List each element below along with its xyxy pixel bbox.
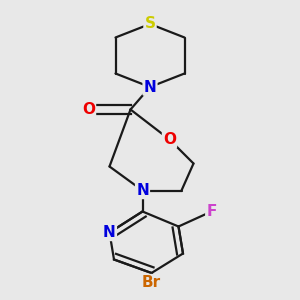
Text: S: S [145,16,155,32]
Text: Br: Br [142,275,161,290]
Text: F: F [206,204,217,219]
Text: N: N [136,183,149,198]
Text: O: O [82,102,95,117]
Text: N: N [144,80,156,94]
Text: O: O [163,132,176,147]
Text: N: N [103,225,116,240]
